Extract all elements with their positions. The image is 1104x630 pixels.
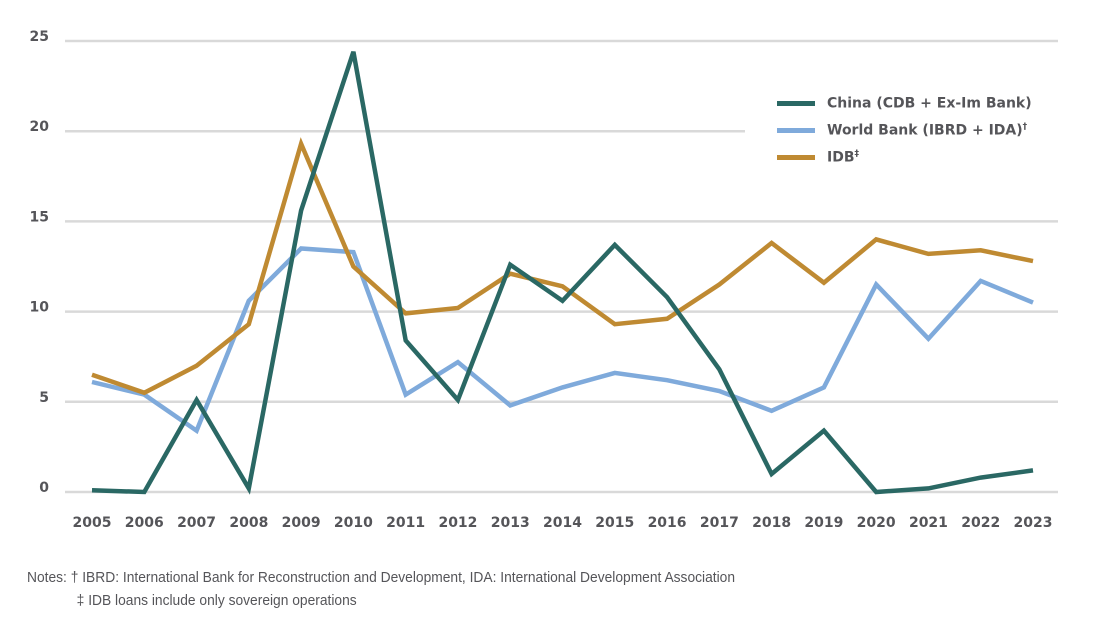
x-tick-label: 2011 xyxy=(386,515,425,531)
legend-label-idb: IDB‡ xyxy=(827,149,860,166)
legend-item-idb: IDB‡ xyxy=(777,144,1067,171)
x-tick-label: 2016 xyxy=(648,515,687,531)
x-tick-label: 2021 xyxy=(909,515,948,531)
x-axis-ticks: 2005 2006 2007 2008 2009 2010 2011 2012 2013 2014… xyxy=(73,515,1053,531)
x-tick-label: 2019 xyxy=(804,515,843,531)
legend-label-world-bank: World Bank (IBRD + IDA)† xyxy=(827,122,1028,139)
x-tick-label: 2013 xyxy=(491,515,530,531)
x-tick-label: 2010 xyxy=(334,515,373,531)
legend-swatch-idb xyxy=(777,155,815,160)
x-tick-label: 2017 xyxy=(700,515,739,531)
y-tick-label: 0 xyxy=(39,480,49,496)
legend-swatch-world-bank xyxy=(777,128,815,133)
y-tick-label: 20 xyxy=(30,119,50,135)
y-tick-label: 15 xyxy=(30,209,49,225)
legend-item-world-bank: World Bank (IBRD + IDA)† xyxy=(777,117,1067,144)
x-tick-label: 2018 xyxy=(752,515,791,531)
series-line-china xyxy=(91,51,1034,495)
series-line-idb xyxy=(91,137,1034,396)
legend: China (CDB + Ex-Im Bank) World Bank (IBR… xyxy=(745,86,1067,177)
legend-item-china: China (CDB + Ex-Im Bank) xyxy=(777,90,1067,117)
legend-label-china: China (CDB + Ex-Im Bank) xyxy=(827,95,1032,112)
x-tick-label: 2012 xyxy=(438,515,477,531)
x-tick-label: 2015 xyxy=(595,515,634,531)
y-tick-label: 5 xyxy=(39,390,49,406)
notes-line-2: ‡ IDB loans include only sovereign opera… xyxy=(76,592,357,609)
x-tick-label: 2020 xyxy=(857,515,896,531)
x-tick-label: 2014 xyxy=(543,515,582,531)
notes-line-1: Notes: † IBRD: International Bank for Re… xyxy=(27,569,736,586)
x-tick-label: 2022 xyxy=(961,515,1000,531)
x-tick-label: 2023 xyxy=(1014,515,1053,531)
y-tick-label: 25 xyxy=(30,29,49,45)
x-tick-label: 2007 xyxy=(177,515,216,531)
chart-notes: Notes: † IBRD: International Bank for Re… xyxy=(27,566,735,612)
x-tick-label: 2008 xyxy=(229,515,268,531)
series-line-world-bank xyxy=(91,246,1034,435)
y-axis-ticks: 0 5 10 15 20 25 xyxy=(30,29,50,496)
x-tick-label: 2005 xyxy=(73,515,112,531)
y-tick-label: 10 xyxy=(30,300,50,316)
legend-swatch-china xyxy=(777,101,815,106)
x-tick-label: 2009 xyxy=(282,515,321,531)
x-tick-label: 2006 xyxy=(125,515,164,531)
series-lines xyxy=(91,51,1034,495)
